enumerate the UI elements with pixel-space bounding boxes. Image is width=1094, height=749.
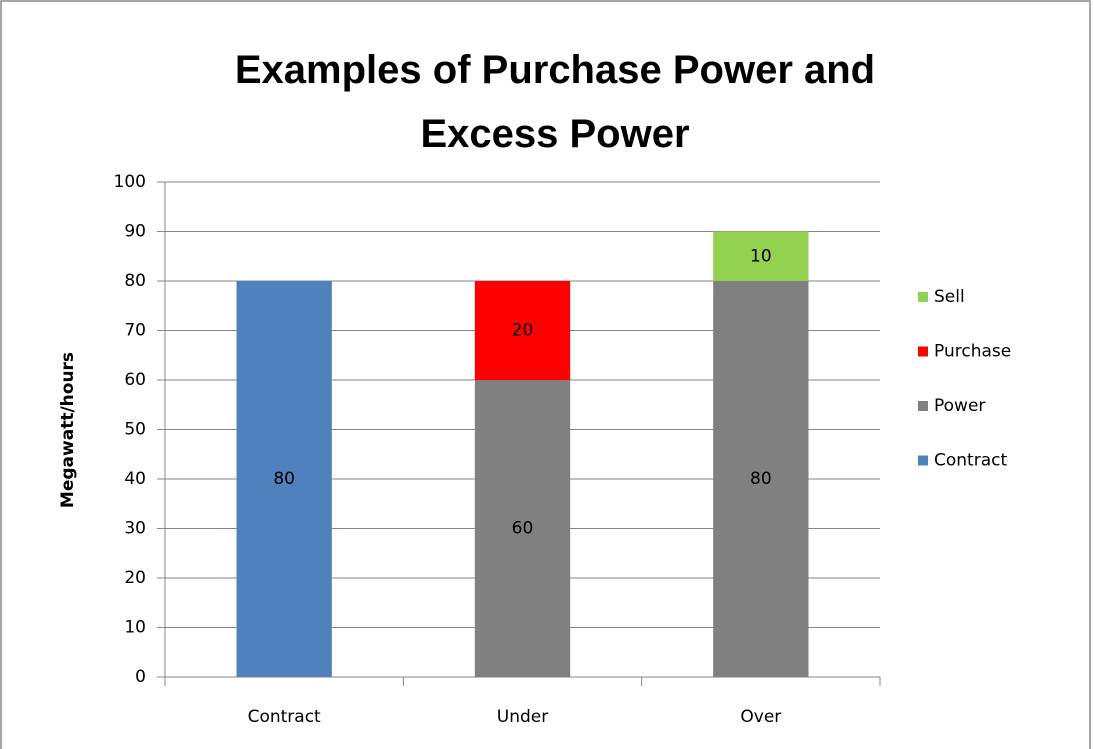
x-tick-label: Under: [497, 707, 548, 727]
y-tick-label: 60: [124, 370, 146, 390]
legend-marker: [918, 455, 928, 466]
y-tick-label: 80: [124, 271, 146, 291]
legend-label: Purchase: [934, 342, 1011, 362]
x-tick-label: Over: [740, 707, 781, 727]
y-tick-label: 30: [124, 519, 146, 539]
y-axis-label: Megawatt/hours: [58, 352, 78, 508]
bar-segment: [474, 281, 571, 380]
y-tick-label: 20: [124, 568, 146, 588]
data-label: 60: [512, 519, 534, 539]
legend-marker: [918, 292, 928, 302]
y-tick-label: 40: [124, 469, 146, 489]
legend-label: Sell: [934, 287, 965, 307]
data-label: 20: [512, 321, 534, 341]
bar-segment: [236, 281, 332, 677]
bar-segment: [713, 231, 809, 281]
bar-segment: [474, 380, 571, 677]
y-tick-label: 100: [114, 172, 146, 192]
data-label: 10: [750, 246, 772, 266]
legend-marker: [918, 346, 928, 357]
y-tick-label: 50: [124, 420, 146, 440]
y-tick-label: 90: [124, 222, 146, 242]
legend-marker: [918, 401, 928, 411]
chart-title: Examples of Purchase Power and Excess Po…: [234, 48, 876, 156]
y-tick-label: 10: [124, 618, 146, 638]
data-label: 80: [750, 469, 772, 489]
bar-segment: [713, 281, 809, 677]
x-tick-label: Contract: [248, 707, 321, 727]
legend-label: Contract: [934, 451, 1007, 471]
legend-label: Power: [934, 396, 985, 416]
y-tick-label: 70: [124, 321, 146, 341]
y-tick-label: 0: [135, 667, 146, 687]
data-label: 80: [273, 469, 295, 489]
